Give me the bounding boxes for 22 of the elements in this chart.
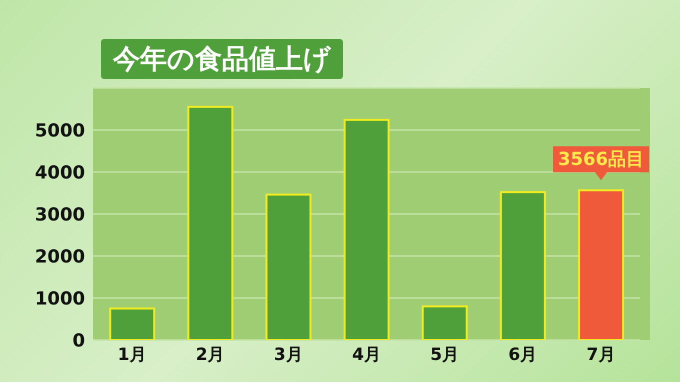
y-tick-label: 5000 (34, 120, 85, 142)
y-tick-label: 3000 (34, 204, 85, 226)
bar (422, 305, 468, 340)
x-tick-label: 2月 (196, 345, 225, 366)
x-tick-label: 1月 (118, 345, 146, 366)
bar (265, 194, 312, 340)
bar (187, 106, 234, 340)
x-tick-label: 4月 (352, 345, 381, 366)
y-tick-label: 2000 (34, 246, 85, 268)
bar (344, 118, 390, 340)
y-tick-label: 1000 (34, 288, 85, 310)
bar (109, 308, 156, 340)
y-tick-label: 0 (72, 330, 85, 352)
y-tick-label: 4000 (34, 162, 85, 184)
x-tick-label: 3月 (274, 345, 303, 366)
bar (578, 189, 624, 340)
chart-title: 今年の食品値上げ (101, 39, 343, 79)
x-tick-label: 6月 (508, 345, 538, 366)
bar (500, 191, 546, 340)
x-tick-label: 7月 (586, 345, 616, 366)
data-label: 3566品目 (558, 149, 644, 170)
x-tick-label: 5月 (430, 345, 460, 366)
